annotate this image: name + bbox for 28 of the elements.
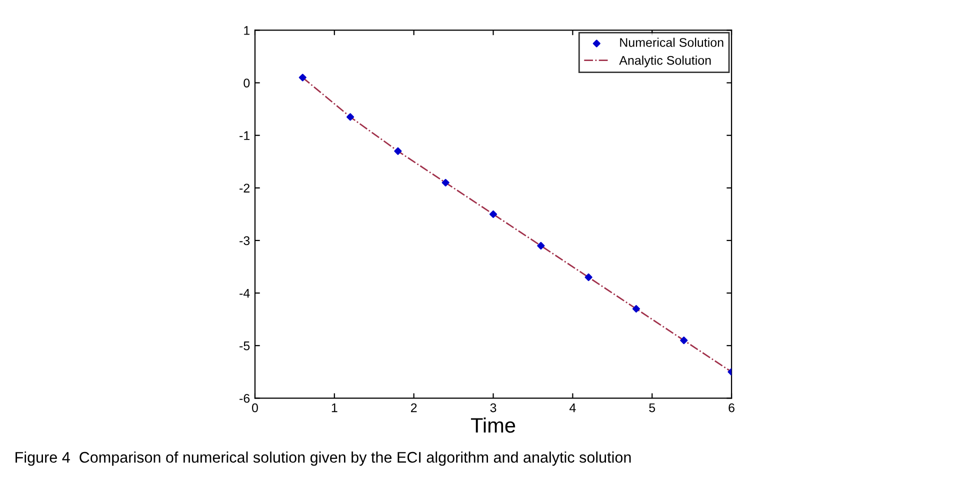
y-tick-label: 1 xyxy=(244,26,250,35)
y-tick-label: -6 xyxy=(240,394,250,403)
x-tick-label: 2 xyxy=(410,403,417,412)
x-tick-label: 4 xyxy=(569,403,576,412)
x-tick-label: 1 xyxy=(332,403,338,412)
y-tick-label: -1 xyxy=(240,131,250,140)
x-axis-title: Time xyxy=(470,417,516,433)
point xyxy=(489,210,498,218)
point xyxy=(442,178,450,186)
x-tick-label: 6 xyxy=(728,403,734,412)
point xyxy=(346,113,354,121)
y-tick-label: 0 xyxy=(244,78,250,88)
legend-label: Analytic Solution xyxy=(619,56,711,68)
x-tick-label: 5 xyxy=(649,403,656,412)
point xyxy=(584,273,592,282)
y-tick-label: -5 xyxy=(240,342,250,350)
caption: Figure 4 Comparison of numerical solution given by the ECI algorithm and analytic solution xyxy=(16,452,631,466)
x-tick-label: 0 xyxy=(252,403,258,412)
legend-label: Numerical Solution xyxy=(620,38,724,47)
x-tick-label: 3 xyxy=(490,403,496,412)
point xyxy=(537,242,545,250)
point xyxy=(298,74,306,82)
y-tick-label: -3 xyxy=(240,236,250,246)
point xyxy=(394,147,402,155)
point xyxy=(632,305,640,313)
y-tick-label: -4 xyxy=(240,288,250,298)
y-tick-label: -2 xyxy=(240,184,250,192)
point xyxy=(680,336,688,344)
